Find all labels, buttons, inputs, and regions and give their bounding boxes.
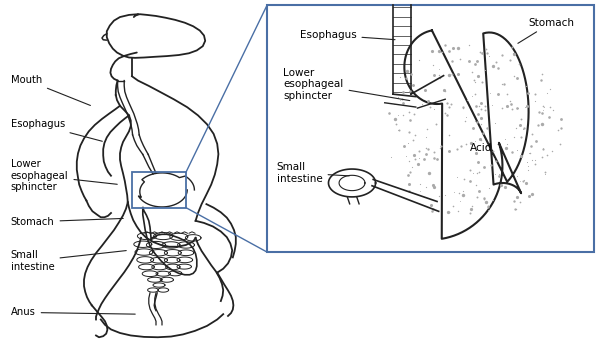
Text: Small
intestine: Small intestine (11, 250, 126, 272)
Text: Esophagus: Esophagus (11, 119, 103, 141)
Text: Anus: Anus (11, 307, 135, 317)
Text: Lower
esophageal
sphincter: Lower esophageal sphincter (283, 68, 410, 101)
Text: Esophagus: Esophagus (300, 30, 395, 40)
Text: Lower
esophageal
sphincter: Lower esophageal sphincter (11, 159, 117, 192)
Text: Mouth: Mouth (11, 75, 91, 105)
Bar (267, 5, 594, 252)
Text: Stomach: Stomach (518, 18, 575, 43)
Text: Small
intestine: Small intestine (277, 162, 349, 184)
Bar (132, 172, 186, 208)
Text: Stomach: Stomach (11, 217, 123, 227)
Text: Acid: Acid (470, 143, 492, 153)
